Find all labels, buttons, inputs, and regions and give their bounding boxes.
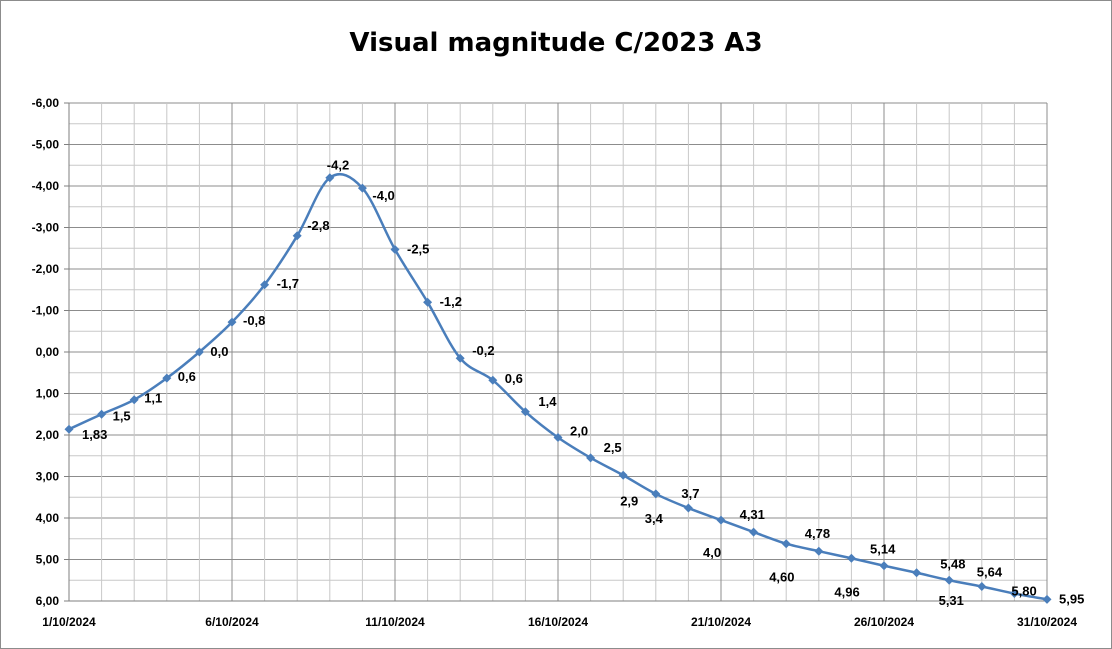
data-point bbox=[846, 553, 856, 563]
data-point bbox=[977, 581, 987, 591]
data-label: 0,0 bbox=[210, 344, 228, 359]
y-tick-label: 4,00 bbox=[36, 511, 60, 525]
data-point bbox=[194, 347, 204, 357]
data-label: 4,96 bbox=[834, 584, 859, 599]
data-label: 5,14 bbox=[870, 542, 896, 557]
y-tick-label: 5,00 bbox=[36, 553, 60, 567]
data-point bbox=[357, 183, 367, 193]
x-tick-label: 1/10/2024 bbox=[42, 615, 96, 629]
data-label: 5,64 bbox=[977, 564, 1003, 579]
data-label: -2,5 bbox=[407, 241, 429, 256]
data-point bbox=[912, 568, 922, 578]
data-point bbox=[1009, 589, 1019, 599]
x-tick-label: 11/10/2024 bbox=[365, 615, 425, 629]
y-tick-label: 3,00 bbox=[36, 470, 60, 484]
data-label: 5,48 bbox=[940, 556, 965, 571]
data-label: 5,80 bbox=[1011, 584, 1036, 599]
data-label: 2,9 bbox=[620, 493, 638, 508]
data-label: 1,1 bbox=[144, 391, 162, 406]
x-tick-label: 21/10/2024 bbox=[691, 615, 751, 629]
data-label: 1,4 bbox=[538, 394, 557, 409]
data-label: 2,0 bbox=[570, 423, 588, 438]
y-tick-label: -6,00 bbox=[32, 96, 60, 110]
x-tick-label: 26/10/2024 bbox=[854, 615, 914, 629]
x-tick-label: 6/10/2024 bbox=[205, 615, 259, 629]
data-point bbox=[423, 297, 433, 307]
data-point bbox=[814, 546, 824, 556]
data-point bbox=[260, 280, 270, 290]
data-label: 1,5 bbox=[113, 408, 131, 423]
y-tick-label: -4,00 bbox=[32, 179, 60, 193]
data-point bbox=[292, 231, 302, 241]
data-point bbox=[64, 424, 74, 434]
data-label: 0,6 bbox=[505, 371, 523, 386]
data-label: -0,2 bbox=[472, 343, 494, 358]
data-point bbox=[879, 561, 889, 571]
y-tick-label: -3,00 bbox=[32, 221, 60, 235]
data-point bbox=[716, 515, 726, 525]
data-point bbox=[390, 244, 400, 254]
data-label: 4,60 bbox=[769, 570, 794, 585]
data-point bbox=[781, 539, 791, 549]
data-point bbox=[749, 527, 759, 537]
data-point bbox=[944, 575, 954, 585]
data-label: 0,6 bbox=[178, 369, 196, 384]
data-label: -2,8 bbox=[307, 218, 329, 233]
data-label: 3,7 bbox=[681, 486, 699, 501]
data-label: 5,31 bbox=[939, 593, 964, 608]
data-label: 3,4 bbox=[645, 511, 664, 526]
data-point bbox=[683, 503, 693, 513]
data-label: -4,0 bbox=[372, 188, 394, 203]
data-point bbox=[488, 375, 498, 385]
data-label: -0,8 bbox=[243, 313, 265, 328]
data-point bbox=[129, 395, 139, 405]
data-label: 1,83 bbox=[82, 427, 107, 442]
data-point bbox=[97, 409, 107, 419]
x-tick-label: 16/10/2024 bbox=[528, 615, 588, 629]
data-point bbox=[586, 453, 596, 463]
data-point bbox=[227, 317, 237, 327]
data-point bbox=[162, 373, 172, 383]
data-label: -1,2 bbox=[440, 294, 462, 309]
data-label: 2,5 bbox=[604, 440, 622, 455]
data-point bbox=[455, 353, 465, 363]
data-point bbox=[618, 470, 628, 480]
y-tick-label: 6,00 bbox=[36, 594, 60, 608]
y-tick-label: 0,00 bbox=[36, 345, 60, 359]
data-point bbox=[325, 173, 335, 183]
data-point bbox=[520, 407, 530, 417]
chart-title: Visual magnitude C/2023 A3 bbox=[349, 28, 763, 58]
data-point bbox=[651, 489, 661, 499]
y-tick-label: -1,00 bbox=[32, 304, 60, 318]
y-tick-label: 2,00 bbox=[36, 428, 60, 442]
data-point bbox=[1042, 594, 1052, 604]
y-tick-label: -5,00 bbox=[32, 138, 60, 152]
y-tick-label: 1,00 bbox=[36, 387, 60, 401]
data-label: 4,78 bbox=[805, 526, 830, 541]
data-label: -1,7 bbox=[277, 276, 299, 291]
data-label: 4,0 bbox=[703, 545, 721, 560]
x-tick-label: 31/10/2024 bbox=[1017, 615, 1077, 629]
y-tick-label: -2,00 bbox=[32, 262, 60, 276]
data-point bbox=[553, 432, 563, 442]
data-label: -4,2 bbox=[327, 158, 349, 173]
data-label: 4,31 bbox=[740, 507, 765, 522]
data-label: 5,95 bbox=[1059, 591, 1084, 606]
